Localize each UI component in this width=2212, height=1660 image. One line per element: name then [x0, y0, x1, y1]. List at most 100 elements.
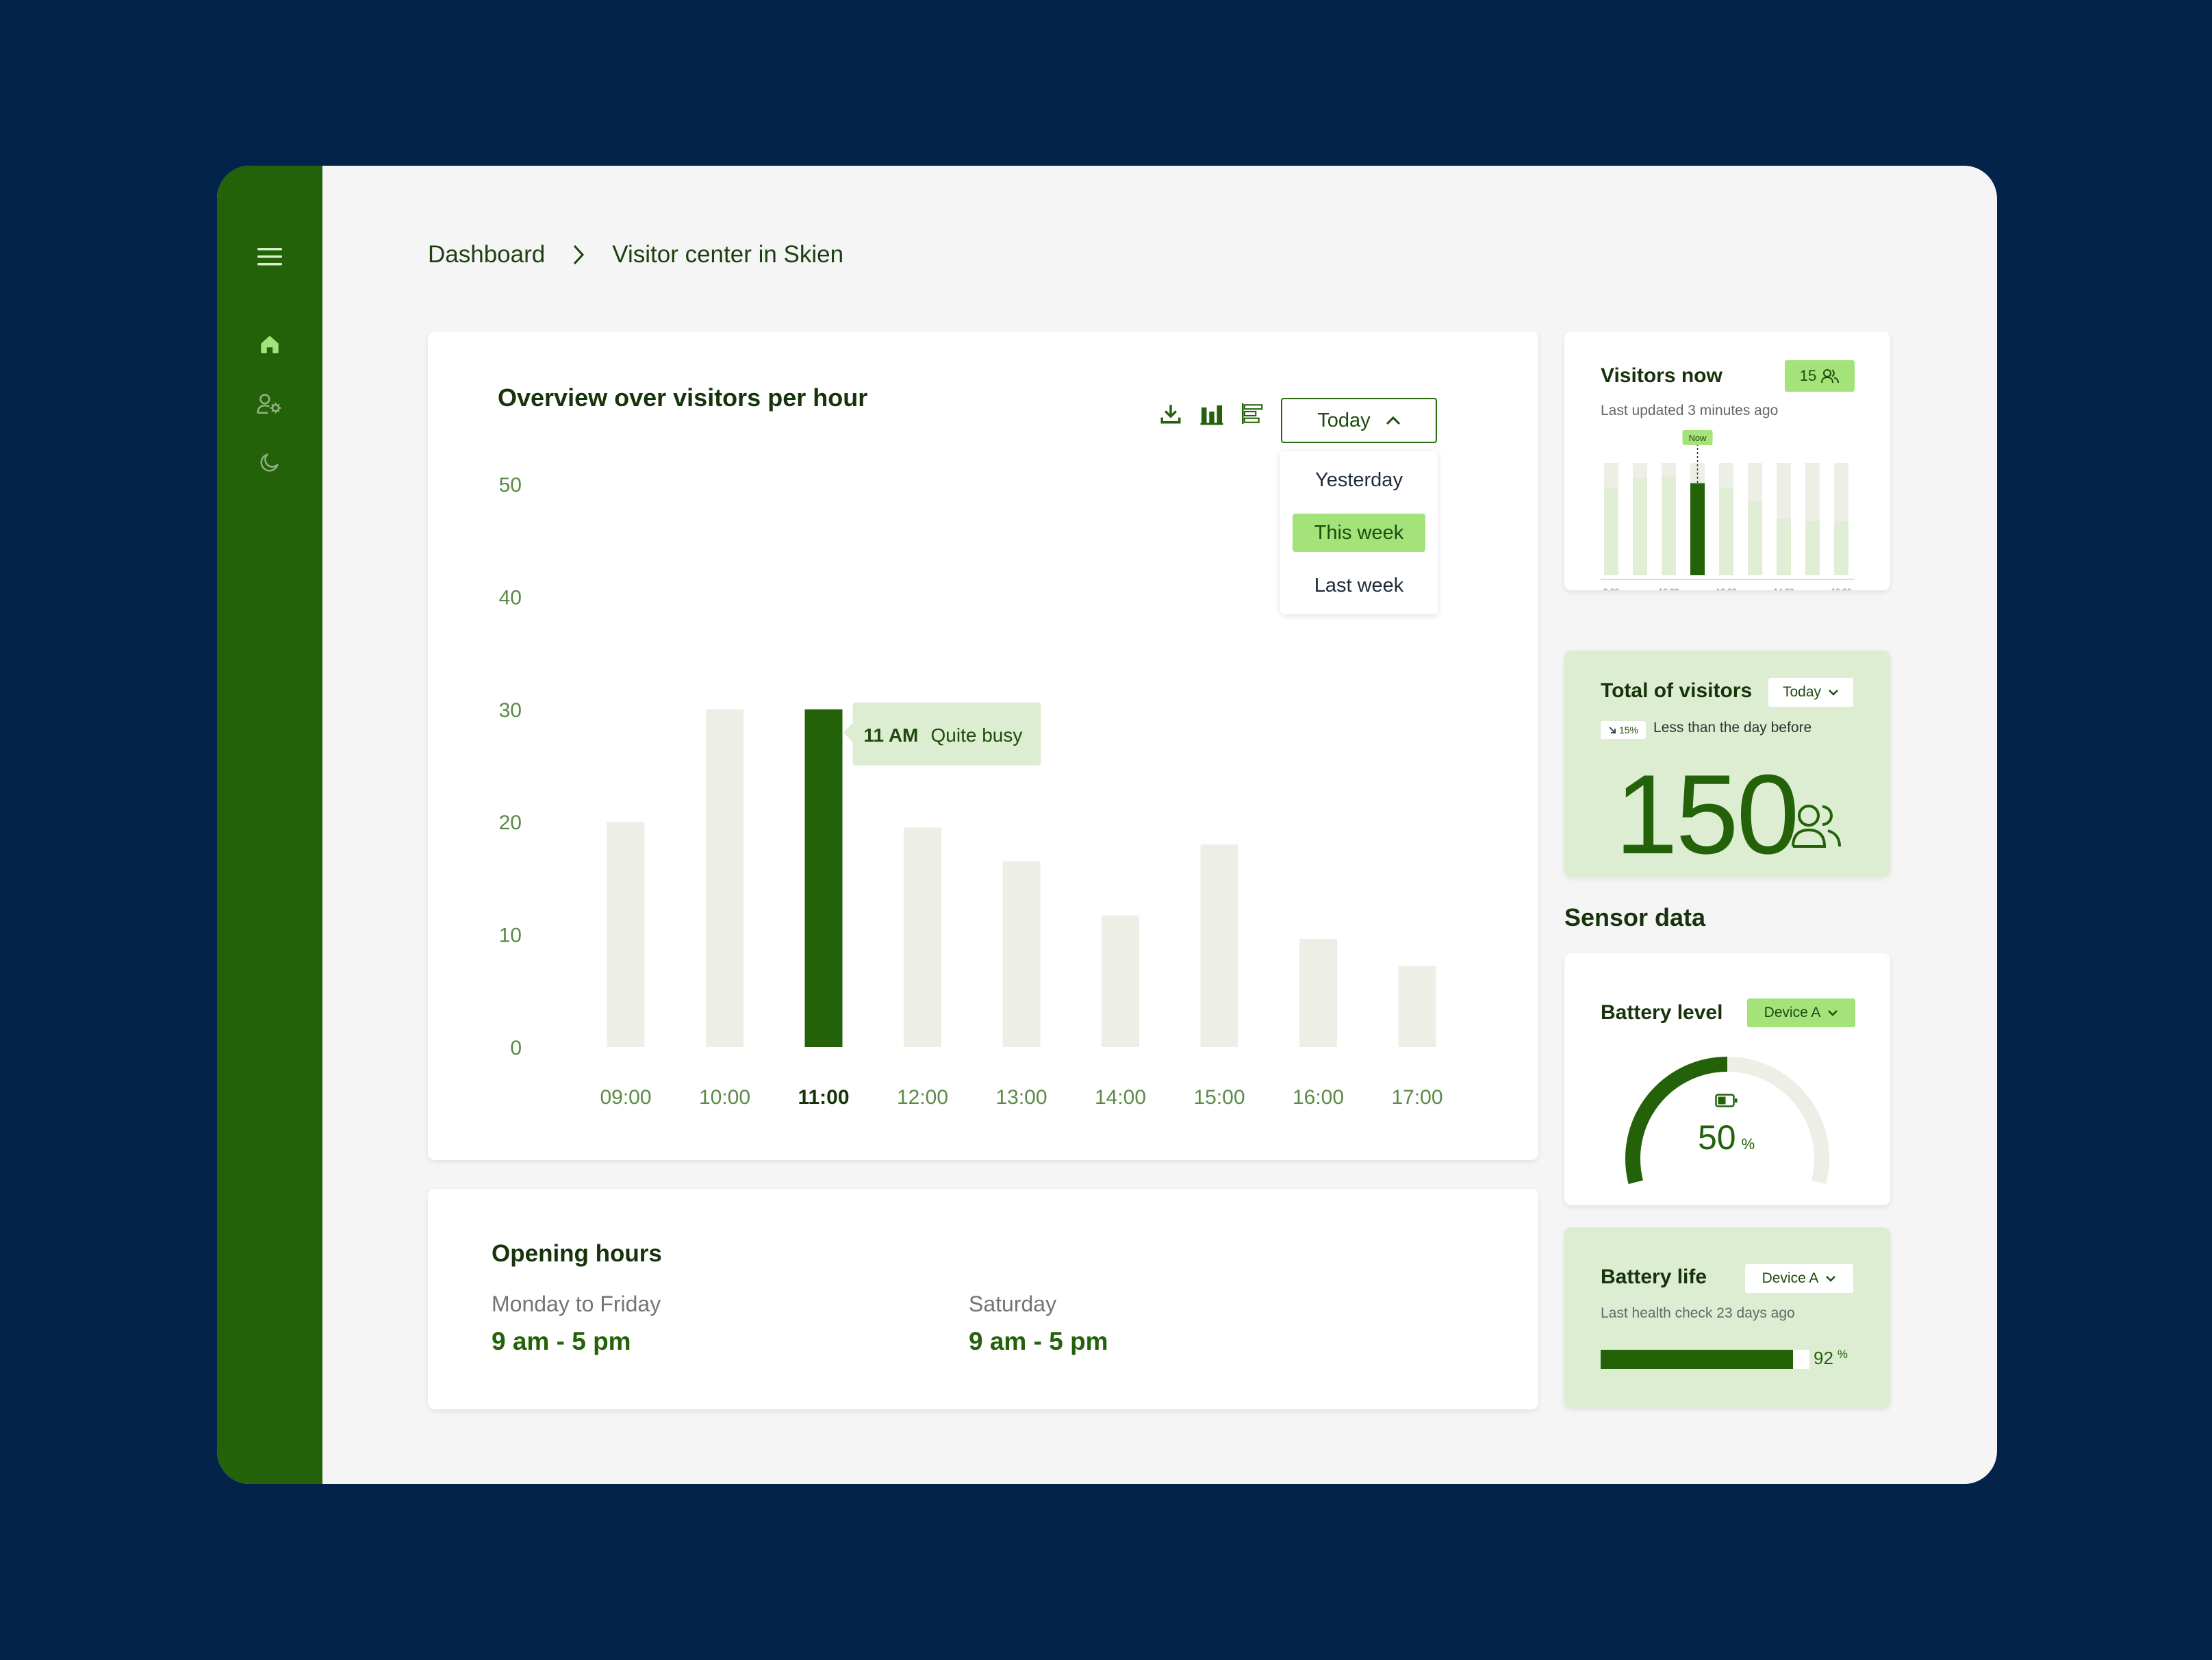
arrow-down-right-icon [1609, 727, 1616, 733]
visitors-per-hour-card: 0 10 20 30 40 50 09:00 10:00 11:00 12:00 13:00 14:0… [428, 331, 1538, 1160]
battery-life-device: Device A [1762, 1270, 1819, 1286]
mini-x-label: 16:00 [1831, 587, 1851, 590]
x-tick-label: 10:00 [699, 1086, 750, 1109]
bar-chart-icon[interactable] [1199, 401, 1224, 426]
x-tick-label: 15:00 [1193, 1086, 1245, 1109]
battery-life-subtitle: Last health check 23 days ago [1601, 1305, 1795, 1321]
mini-x-label: 10:00 [1658, 587, 1679, 590]
now-marker-label: Now [1688, 433, 1707, 443]
mini-bar[interactable] [1633, 478, 1647, 575]
chart-bar[interactable] [1200, 844, 1238, 1047]
battery-life-readout: 92 % [1814, 1348, 1848, 1369]
now-marker-badge [1682, 430, 1713, 445]
total-range-value: Today [1782, 684, 1822, 700]
mini-bar[interactable] [1748, 501, 1762, 575]
mini-x-label: 12:00 [1716, 587, 1736, 590]
mini-bar[interactable] [1662, 476, 1676, 575]
y-tick-label: 0 [510, 1037, 522, 1059]
breadcrumb-dashboard-link[interactable]: Dashboard [428, 241, 546, 268]
x-tick-label: 09:00 [600, 1086, 651, 1109]
breadcrumb: Dashboard Visitor center in Skien [428, 241, 843, 268]
mini-bar[interactable] [1777, 519, 1791, 575]
battery-level-card: Battery level Device A 50 % [1564, 953, 1890, 1205]
time-range-select[interactable]: Today [1281, 398, 1437, 443]
x-tick-label: 16:00 [1293, 1086, 1344, 1109]
total-visitors-card: Total of visitors Today 15% Less than th… [1564, 651, 1890, 877]
change-percent: 15% [1618, 725, 1639, 735]
mini-bar[interactable] [1805, 521, 1820, 575]
visitors-now-updated: Last updated 3 minutes ago [1601, 403, 1779, 418]
y-tick-label: 20 [499, 812, 522, 834]
visitors-now-mini-chart: Now 8:00 10:00 12:00 14:00 16:00 [1601, 430, 1855, 590]
gauge-fill [1625, 1057, 1728, 1185]
sidebar [217, 166, 322, 1484]
visitors-bar-chart: 0 10 20 30 40 50 09:00 10:00 11:00 12:00 13:00 14:0… [499, 474, 1443, 1109]
tooltip-time: 11 AM [864, 725, 919, 746]
battery-life-value: 92 [1814, 1348, 1833, 1368]
chevron-up-icon [1386, 416, 1400, 425]
battery-life-card: Battery life Device A Last health check … [1564, 1227, 1890, 1408]
user-settings-icon[interactable] [256, 392, 283, 416]
battery-level-title: Battery level [1601, 1001, 1723, 1024]
total-visitors-title: Total of visitors [1601, 679, 1753, 702]
battery-icon [1715, 1094, 1738, 1107]
opening-hours-card: Opening hours Monday to Friday 9 am - 5 … [428, 1189, 1538, 1409]
home-icon[interactable] [258, 333, 281, 356]
chart-bar[interactable] [706, 709, 743, 1047]
mini-bar[interactable] [1690, 483, 1705, 575]
battery-life-track [1601, 1350, 1809, 1369]
weekdays-hours: 9 am - 5 pm [492, 1327, 631, 1355]
chart-bar[interactable] [1398, 966, 1436, 1047]
opening-hours-title: Opening hours [492, 1240, 662, 1267]
mini-x-label: 8:00 [1603, 587, 1620, 590]
visitors-now-card: Visitors now 15 Last updated 3 minutes a… [1564, 331, 1890, 590]
menu-item-this-week[interactable]: This week [1293, 514, 1425, 552]
visitors-now-count: 15 [1799, 367, 1817, 384]
users-icon [1792, 805, 1841, 848]
chart-bar[interactable] [804, 709, 843, 1047]
bar-tooltip: 11 AM Quite busy [843, 702, 1041, 766]
battery-level-device-select[interactable]: Device A [1747, 998, 1855, 1027]
chart-bar[interactable] [1299, 939, 1337, 1047]
sensor-data-heading: Sensor data [1564, 903, 1706, 931]
chevron-down-icon [1826, 1276, 1836, 1282]
total-range-select[interactable]: Today [1768, 678, 1853, 707]
x-tick-label: 12:00 [897, 1086, 948, 1109]
battery-life-unit: % [1837, 1348, 1848, 1361]
total-visitors-value: 150 [1615, 751, 1799, 877]
y-tick-label: 30 [499, 699, 522, 722]
menu-icon[interactable] [257, 247, 282, 267]
moon-icon[interactable] [258, 451, 281, 474]
battery-gauge [1625, 1057, 1829, 1185]
menu-item-yesterday[interactable]: Yesterday [1315, 468, 1403, 491]
x-tick-label: 14:00 [1095, 1086, 1146, 1109]
breadcrumb-current: Visitor center in Skien [612, 241, 844, 268]
y-tick-label: 10 [499, 925, 522, 947]
chart-title: Overview over visitors per hour [498, 383, 868, 412]
chart-bar[interactable] [1102, 915, 1139, 1047]
chart-bar[interactable] [1002, 861, 1041, 1047]
battery-life-title: Battery life [1601, 1266, 1707, 1288]
mini-bar[interactable] [1834, 521, 1848, 575]
app-window: Dashboard Visitor center in Skien 0 10 20 3… [217, 166, 1997, 1484]
mini-bar[interactable] [1604, 488, 1618, 575]
chevron-down-icon [1829, 690, 1838, 696]
download-icon[interactable] [1159, 401, 1182, 426]
menu-item-last-week[interactable]: Last week [1314, 574, 1404, 596]
visitors-now-title: Visitors now [1601, 364, 1722, 387]
chevron-right-icon [572, 244, 585, 266]
x-tick-label: 17:00 [1391, 1086, 1442, 1109]
change-badge: 15% [1601, 721, 1646, 739]
chart-bar[interactable] [904, 827, 941, 1047]
battery-level-device: Device A [1764, 1005, 1821, 1020]
users-icon [1821, 369, 1840, 383]
chart-bar[interactable] [607, 822, 645, 1047]
horizontal-bar-icon[interactable] [1240, 401, 1264, 426]
saturday-hours: 9 am - 5 pm [969, 1327, 1108, 1355]
mini-bar[interactable] [1719, 488, 1733, 575]
chevron-down-icon [1828, 1010, 1838, 1016]
x-tick-label: 13:00 [995, 1086, 1047, 1109]
time-range-menu: Yesterday This week Last week [1280, 451, 1438, 614]
saturday-label: Saturday [969, 1292, 1057, 1316]
battery-life-device-select[interactable]: Device A [1745, 1264, 1853, 1293]
